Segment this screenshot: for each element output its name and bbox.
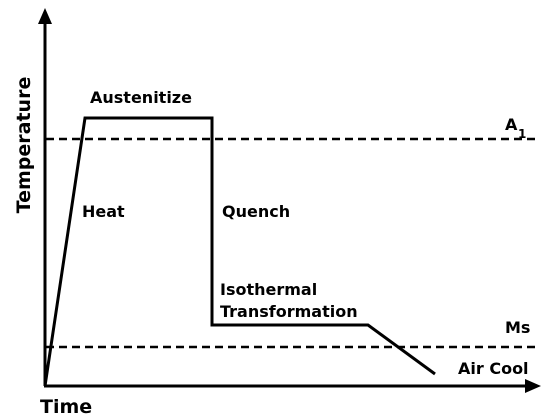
air-cool-label: Air Cool — [458, 359, 529, 378]
y-axis-label: Temperature — [13, 77, 35, 214]
austenitize-label: Austenitize — [90, 88, 192, 107]
a1-label: A — [505, 115, 518, 134]
quench-label: Quench — [222, 202, 290, 221]
x-axis-arrow — [525, 379, 541, 393]
ms-label: Ms — [505, 318, 530, 337]
heat-label: Heat — [82, 202, 125, 221]
y-axis-arrow — [38, 8, 52, 24]
isothermal-label: Transformation — [220, 302, 358, 321]
x-axis-label: Time — [40, 396, 92, 418]
isothermal-label: Isothermal — [220, 280, 317, 299]
a1-subscript: 1 — [518, 127, 526, 141]
process-profile — [43, 116, 436, 387]
